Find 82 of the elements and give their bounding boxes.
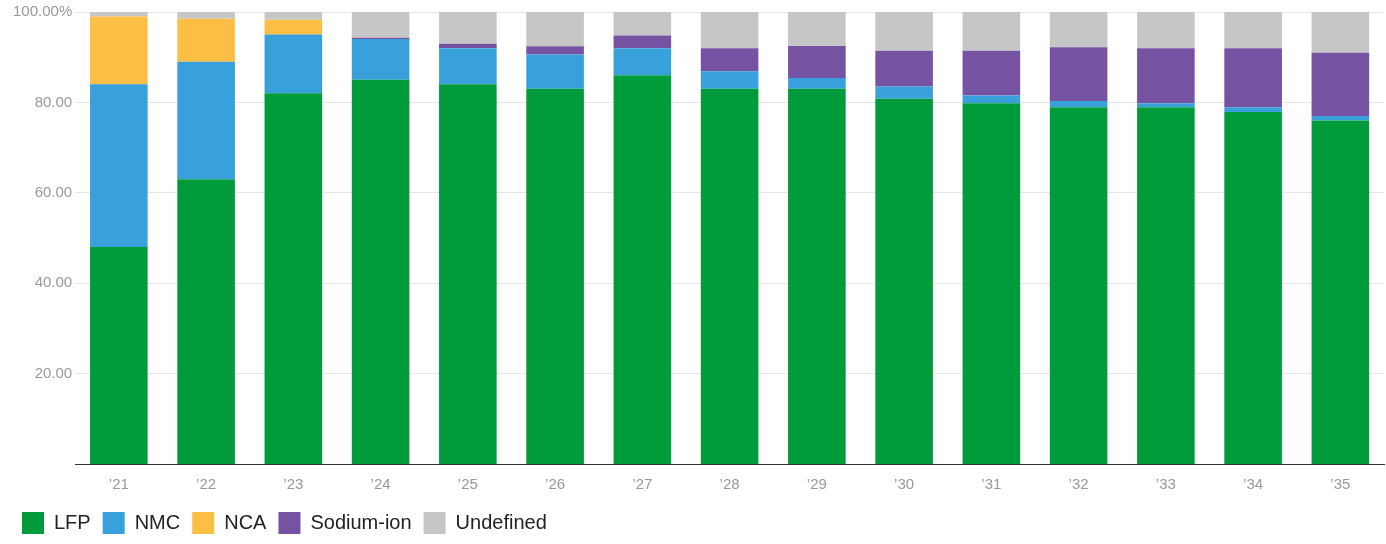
bar (526, 12, 584, 47)
legend-label: Sodium-ion (310, 510, 412, 533)
bar (439, 48, 497, 85)
bar (788, 77, 846, 89)
x-tick-label: ’33 (1155, 475, 1176, 493)
bar (1137, 12, 1195, 49)
bar (526, 88, 584, 464)
x-tick-label: ’21 (108, 475, 129, 493)
bar (613, 35, 672, 49)
bar (962, 103, 1021, 464)
x-tick-label: ’34 (1243, 475, 1264, 493)
bar (1311, 12, 1370, 53)
bar (788, 88, 846, 464)
x-tick-label: ’26 (545, 475, 566, 493)
bar (439, 12, 497, 44)
bar (700, 88, 759, 464)
bar (1137, 107, 1195, 464)
bar (613, 48, 672, 76)
bar (962, 50, 1021, 96)
x-tick-label: ’22 (196, 475, 217, 493)
legend-label: Undefined (455, 510, 547, 533)
y-tick-label: 60.00 (34, 182, 73, 200)
bar (351, 12, 410, 38)
x-tick-label: ’29 (806, 475, 827, 493)
bar (1224, 12, 1282, 49)
bar (439, 84, 497, 464)
bar (264, 12, 323, 20)
bar (788, 45, 846, 78)
bar (613, 75, 672, 464)
bar (962, 12, 1021, 51)
bar (264, 19, 323, 35)
x-tick-label: ’25 (457, 475, 478, 493)
legend-label: NMC (134, 510, 181, 533)
bar (700, 48, 759, 72)
bar (875, 98, 933, 464)
bar (526, 46, 584, 55)
legend-label: LFP (54, 510, 91, 533)
bar (962, 95, 1021, 104)
y-tick-label: 40.00 (34, 273, 73, 291)
bar (264, 34, 323, 94)
x-tick-label: ’23 (283, 475, 304, 493)
x-tick-label: ’32 (1068, 475, 1089, 493)
bar (90, 12, 148, 17)
bar (1224, 107, 1282, 112)
bar (177, 18, 235, 62)
bar (875, 12, 933, 51)
bar (177, 179, 235, 464)
legend-label: NCA (224, 510, 268, 533)
x-tick-label: ’30 (894, 475, 915, 493)
bar (177, 12, 235, 19)
bar (788, 12, 846, 46)
bar (1049, 12, 1108, 48)
bar (177, 61, 235, 180)
bar (1311, 52, 1370, 116)
bar (351, 79, 410, 464)
bar (1137, 103, 1195, 108)
bar (700, 12, 759, 49)
y-tick-label: 100.00% (13, 2, 73, 20)
bar (1224, 48, 1282, 108)
x-tick-label: ’27 (632, 475, 653, 493)
bar (700, 71, 759, 89)
bar (1049, 47, 1108, 102)
x-tick-label: ’28 (719, 475, 740, 493)
y-tick-label: 80.00 (34, 92, 73, 110)
x-tick-label: ’31 (981, 475, 1002, 493)
bar (90, 84, 148, 248)
x-tick-label: ’24 (370, 475, 391, 493)
bar (1049, 107, 1108, 464)
y-tick-label: 20.00 (34, 363, 73, 381)
bar (264, 93, 323, 464)
bar (90, 16, 148, 85)
bar (875, 50, 933, 87)
bar (613, 12, 672, 36)
bar (1137, 48, 1195, 104)
bar (351, 39, 410, 80)
bar (526, 54, 584, 89)
bar (1311, 120, 1370, 464)
bar (1049, 101, 1108, 108)
bar (90, 247, 148, 464)
bar (875, 86, 933, 99)
bar (1224, 111, 1282, 464)
x-tick-label: ’35 (1330, 475, 1351, 493)
